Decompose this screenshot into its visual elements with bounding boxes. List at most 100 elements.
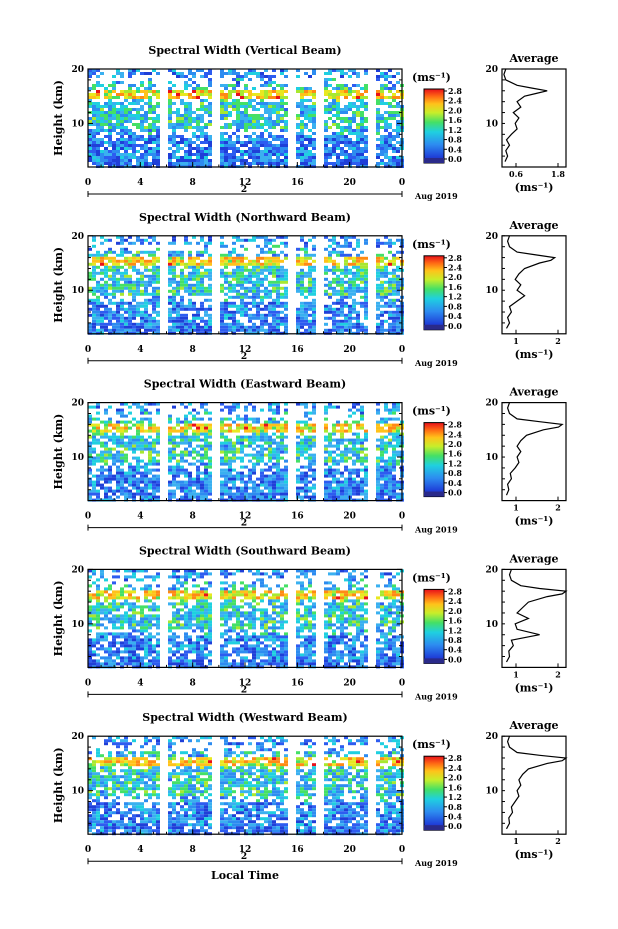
- heatmap-cell: [332, 489, 336, 493]
- heatmap-cell: [256, 96, 260, 99]
- heatmap-cell: [140, 438, 144, 442]
- heatmap-cell: [264, 96, 268, 99]
- heatmap-cell: [120, 298, 124, 302]
- heatmap-cell: [120, 241, 124, 245]
- heatmap-cell: [264, 141, 268, 144]
- heatmap-cell: [300, 93, 304, 96]
- heatmap-cell: [88, 456, 92, 460]
- heatmap-cell: [184, 241, 188, 245]
- heatmap-cell: [128, 147, 132, 150]
- heatmap-cell: [104, 459, 108, 463]
- colorbar-tick-label: 1.2: [448, 125, 462, 135]
- heatmap-cell: [396, 438, 400, 442]
- heatmap-cell: [96, 468, 100, 472]
- heatmap-cell: [148, 328, 152, 332]
- heatmap-cell: [376, 307, 380, 311]
- heatmap-cell: [156, 322, 160, 326]
- heatmap-cell: [348, 123, 352, 126]
- heatmap-cell: [352, 90, 356, 93]
- heatmap-cell: [256, 75, 260, 78]
- heatmap-cell: [336, 123, 340, 126]
- heatmap-cell: [104, 447, 108, 451]
- heatmap-cell: [256, 268, 260, 272]
- heatmap-cell: [168, 102, 172, 105]
- heatmap-cell: [312, 126, 316, 129]
- heatmap-cell: [132, 435, 136, 439]
- heatmap-cell: [344, 438, 348, 442]
- heatmap-cell: [244, 123, 248, 126]
- heatmap-cell: [364, 147, 368, 150]
- heatmap-cell: [376, 156, 380, 159]
- heatmap-cell: [112, 313, 116, 317]
- heatmap-cell: [148, 111, 152, 114]
- heatmap-cell: [180, 126, 184, 129]
- heatmap-cell: [240, 283, 244, 287]
- heatmap-cell: [272, 489, 276, 493]
- heatmap-cell: [96, 295, 100, 299]
- heatmap-cell: [200, 486, 204, 490]
- heatmap-cell: [168, 141, 172, 144]
- heatmap-cell: [392, 456, 396, 460]
- heatmap-cell: [188, 271, 192, 275]
- heatmap-cell: [204, 75, 208, 78]
- heatmap-cell: [384, 153, 388, 156]
- heatmap-cell: [184, 156, 188, 159]
- heatmap-cell: [228, 447, 232, 451]
- heatmap-cell: [88, 417, 92, 421]
- heatmap-cell: [308, 90, 312, 93]
- heatmap-cell: [112, 111, 116, 114]
- heatmap-cell: [308, 447, 312, 451]
- heatmap-cell: [360, 408, 364, 412]
- heatmap-cell: [240, 277, 244, 281]
- heatmap-cell: [356, 156, 360, 159]
- heatmap-cell: [92, 117, 96, 120]
- heatmap-cell: [388, 81, 392, 84]
- heatmap-cell: [268, 84, 272, 87]
- heatmap-cell: [188, 328, 192, 332]
- data-gap: [290, 235, 295, 334]
- heatmap-cell: [88, 156, 92, 159]
- heatmap-cell: [240, 93, 244, 96]
- heatmap-cell: [228, 313, 232, 317]
- heatmap-cell: [380, 75, 384, 78]
- heatmap-cell: [280, 108, 284, 111]
- heatmap-cell: [356, 408, 360, 412]
- heatmap-cell: [356, 111, 360, 114]
- heatmap-cell: [92, 274, 96, 278]
- heatmap-cell: [252, 117, 256, 120]
- heatmap-cell: [88, 129, 92, 132]
- heatmap-cell: [108, 286, 112, 290]
- heatmap-cell: [232, 408, 236, 412]
- heatmap-cell: [312, 244, 316, 248]
- heatmap-cell: [264, 156, 268, 159]
- heatmap-cell: [324, 426, 328, 430]
- heatmap-cell: [328, 153, 332, 156]
- heatmap-cell: [352, 444, 356, 448]
- heatmap-cell: [100, 129, 104, 132]
- heatmap-cell: [156, 277, 160, 281]
- heatmap-cell: [300, 259, 304, 263]
- heatmap-cell: [188, 123, 192, 126]
- heatmap-cell: [244, 495, 248, 499]
- heatmap-cell: [232, 495, 236, 499]
- heatmap-cell: [308, 304, 312, 308]
- heatmap-cell: [224, 117, 228, 120]
- heatmap-cell: [204, 468, 208, 472]
- heatmap-cell: [300, 90, 304, 93]
- heatmap-cell: [388, 159, 392, 162]
- heatmap-cell: [240, 262, 244, 266]
- heatmap-cell: [184, 126, 188, 129]
- heatmap-cell: [132, 486, 136, 490]
- heatmap-cell: [312, 495, 316, 499]
- heatmap-cell: [124, 153, 128, 156]
- heatmap-cell: [340, 304, 344, 308]
- heatmap-cell: [128, 117, 132, 120]
- heatmap-cell: [120, 126, 124, 129]
- colorbar-tick-label: 1.6: [448, 282, 462, 292]
- heatmap-cell: [308, 253, 312, 257]
- heatmap-cell: [248, 271, 252, 275]
- heatmap-cell: [272, 153, 276, 156]
- heatmap-cell: [180, 102, 184, 105]
- heatmap-cell: [352, 156, 356, 159]
- heatmap-cell: [224, 159, 228, 162]
